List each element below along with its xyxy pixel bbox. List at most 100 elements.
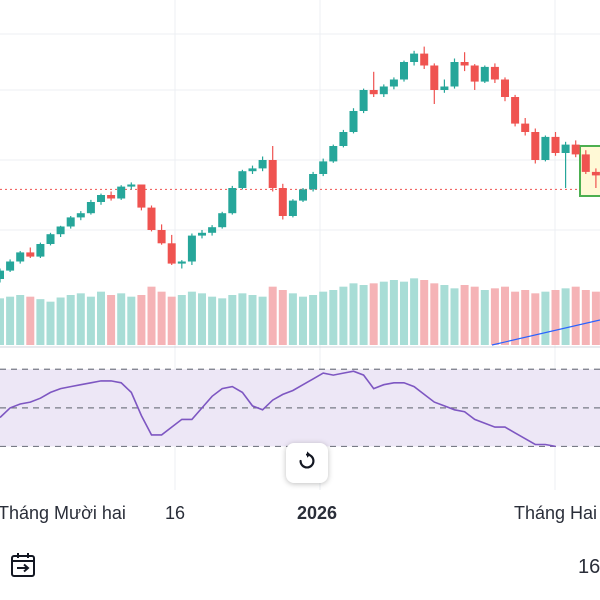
volume-bar [6, 296, 15, 345]
calendar-range-icon [9, 551, 39, 586]
candle-body [541, 136, 550, 160]
candlestick [288, 199, 297, 218]
candle-body [309, 174, 318, 190]
candlestick [228, 185, 237, 215]
volume-bar [329, 290, 338, 345]
reset-view-button[interactable] [286, 443, 328, 483]
volume-bar [238, 293, 247, 345]
candlestick [268, 146, 277, 192]
bottom-toolbar [0, 540, 600, 600]
candlestick [26, 247, 35, 258]
volume-bar [177, 295, 186, 345]
candlestick [369, 71, 378, 97]
candle-body [76, 213, 85, 218]
candle-body [228, 188, 237, 214]
volume-bar [299, 296, 307, 345]
volume-bar [16, 295, 25, 345]
candle-body [26, 252, 35, 257]
candlestick [97, 193, 105, 205]
volume-bar [319, 291, 328, 345]
candle-body [86, 202, 95, 214]
candle-body [339, 132, 348, 146]
candle-body [208, 227, 217, 233]
volume-bar [400, 281, 408, 345]
candle-body [349, 111, 358, 132]
candle-body [288, 200, 297, 216]
x-axis-label-16: 16 [165, 503, 186, 523]
volume-bar [248, 295, 257, 345]
candle-body [157, 230, 166, 244]
candle-body [0, 270, 4, 279]
candlestick [248, 165, 257, 174]
reset-rotate-icon [296, 450, 318, 477]
volume-bar [107, 295, 116, 345]
candlestick [16, 251, 25, 264]
candlestick [541, 135, 550, 162]
candle-body [137, 184, 146, 208]
candlestick [56, 225, 65, 237]
candle-body [501, 79, 509, 97]
volume-bar [551, 290, 560, 345]
candle-body [238, 171, 247, 188]
candlestick [329, 144, 338, 163]
volume-bar [268, 286, 277, 345]
candle-body [36, 244, 45, 257]
chart-area[interactable] [0, 0, 600, 540]
candlestick [511, 94, 520, 127]
candlestick [198, 230, 206, 239]
candlestick [420, 46, 429, 69]
volume-bar [208, 296, 217, 345]
volume-bar [26, 296, 35, 345]
candle-body [198, 232, 206, 236]
candlestick [450, 58, 459, 89]
candlestick [299, 188, 307, 202]
candle-body [127, 184, 136, 187]
candle-body [470, 65, 479, 82]
volume-bar [571, 286, 580, 345]
candlestick [531, 128, 540, 164]
candle-body [400, 62, 408, 80]
volume-bar [470, 286, 479, 345]
candle-body [450, 62, 459, 87]
volume-bar [581, 290, 590, 345]
candle-body [6, 261, 15, 271]
candlestick [501, 77, 509, 102]
candle-body [258, 160, 267, 169]
candlestick [309, 171, 318, 192]
candle-body [440, 86, 449, 90]
volume-bar [36, 299, 45, 345]
candle-body [299, 189, 307, 201]
candle-body [107, 195, 116, 199]
candle-body [591, 171, 600, 176]
date-range-button[interactable] [6, 550, 42, 586]
candlestick [470, 64, 479, 90]
x-axis-label-february: Tháng Hai [514, 503, 598, 523]
candle-body [521, 123, 530, 132]
volume-bar [147, 286, 156, 345]
trend-line [491, 319, 600, 346]
candle-body [46, 234, 55, 244]
volume-bar [86, 296, 95, 345]
candlestick [410, 50, 419, 66]
candlestick [460, 52, 469, 72]
x-axis-label-december: Tháng Mười hai [0, 503, 126, 523]
volume-bar [359, 285, 368, 345]
candle-body [480, 66, 489, 82]
candlestick [107, 191, 116, 201]
candlestick [359, 88, 368, 114]
candlestick [147, 205, 156, 232]
candle-body [167, 243, 176, 264]
volume-bar [127, 296, 136, 345]
candlestick [430, 63, 439, 104]
candlestick [571, 140, 580, 158]
candlestick [137, 184, 146, 211]
candle-body [248, 168, 257, 172]
candle-body [268, 160, 277, 188]
candlestick [117, 185, 126, 200]
volume-bar [480, 290, 489, 345]
volume-bar [288, 293, 297, 345]
volume-bar [420, 280, 429, 345]
candle-body [379, 86, 388, 95]
candlestick [6, 259, 15, 272]
candle-body [410, 53, 419, 62]
